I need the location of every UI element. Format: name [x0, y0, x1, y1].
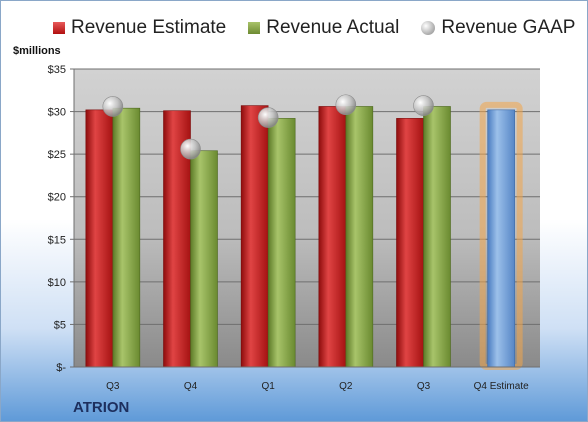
- legend-swatch-gaap: [421, 21, 436, 35]
- x-tick-label: Q3: [417, 381, 431, 392]
- bar-revenue-actual: [112, 107, 141, 368]
- y-tick-label: $10: [48, 277, 66, 289]
- legend-item-gaap: Revenue GAAP: [421, 17, 575, 39]
- bar-q4-estimate: [487, 109, 515, 368]
- marker-revenue-gaap: [257, 107, 279, 128]
- legend-label-actual: Revenue Actual: [266, 17, 400, 38]
- company-name: ATRION: [73, 399, 130, 416]
- legend: Revenue Estimate Revenue Actual Revenue …: [53, 17, 575, 39]
- bar-revenue-estimate: [240, 105, 269, 368]
- y-tick-label: $35: [48, 64, 66, 76]
- x-tick-label: Q3: [106, 381, 120, 392]
- marker-revenue-gaap: [413, 95, 434, 116]
- bar-revenue-actual: [345, 106, 374, 368]
- plot-area: [74, 69, 540, 367]
- bar-revenue-actual: [423, 106, 451, 368]
- y-tick-label: $20: [48, 192, 66, 204]
- marker-revenue-gaap: [102, 96, 124, 117]
- x-tick-label: Q2: [339, 381, 353, 392]
- legend-label-gaap: Revenue GAAP: [441, 17, 576, 38]
- x-tick-label: Q4: [184, 381, 198, 392]
- legend-swatch-estimate: [53, 22, 65, 34]
- y-tick-label: $-: [56, 362, 66, 374]
- y-tick-label: $15: [48, 234, 66, 246]
- bar-revenue-estimate: [318, 106, 347, 368]
- y-tick-label: $25: [48, 149, 66, 161]
- bar-revenue-estimate: [396, 118, 424, 368]
- x-tick-label: Q1: [261, 381, 275, 392]
- legend-item-actual: Revenue Actual: [248, 17, 399, 39]
- marker-revenue-gaap: [180, 138, 201, 160]
- y-tick-label: $5: [54, 319, 66, 331]
- unit-label: $millions: [13, 45, 61, 57]
- legend-label-estimate: Revenue Estimate: [71, 17, 227, 38]
- bar-revenue-estimate: [85, 109, 114, 368]
- bar-revenue-actual: [190, 150, 218, 368]
- bar-revenue-actual: [267, 118, 296, 368]
- x-tick-label: Q4 Estimate: [474, 381, 529, 392]
- y-tick-label: $30: [48, 107, 66, 119]
- legend-item-estimate: Revenue Estimate: [53, 17, 226, 39]
- marker-revenue-gaap: [335, 94, 357, 116]
- legend-swatch-actual: [248, 22, 261, 34]
